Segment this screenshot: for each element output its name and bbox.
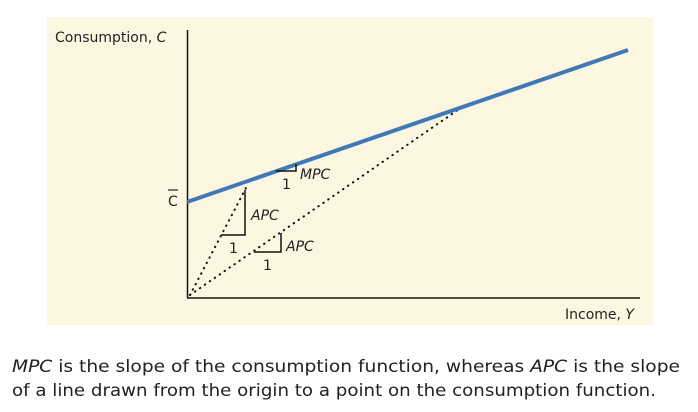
x-axis-label-text: Income,	[565, 307, 621, 323]
caption-segment: of a line drawn from the origin to a poi…	[12, 381, 656, 401]
y-axis-variable: C	[157, 30, 167, 46]
caption-line: MPC is the slope of the consumption func…	[12, 357, 680, 377]
apc-steep-run: 1	[229, 241, 238, 257]
caption-segment: is the slope of the consumption function…	[52, 357, 530, 377]
intercept-label: C	[168, 194, 178, 210]
caption-segment: MPC	[12, 357, 52, 377]
mpc-run: 1	[282, 177, 291, 193]
consumption-function	[186, 48, 629, 204]
caption-segment: APC	[529, 357, 567, 377]
caption-line: of a line drawn from the origin to a poi…	[12, 381, 656, 401]
caption: MPC is the slope of the consumption func…	[12, 357, 680, 401]
y-axis-label: Consumption, C	[55, 30, 167, 46]
x-axis-label: Income, Y	[565, 307, 635, 323]
mpc-label: MPC	[300, 167, 331, 183]
apc-ray-steep	[189, 185, 248, 296]
y-axis-label-text: Consumption,	[55, 30, 152, 46]
x-axis-variable: Y	[625, 307, 635, 323]
caption-segment: is the slope	[567, 357, 680, 377]
apc-steep-label: APC	[250, 208, 279, 224]
figure-panel	[47, 17, 653, 325]
apc-shallow-label: APC	[285, 239, 314, 255]
apc-steep-triangle	[221, 190, 246, 236]
apc-shallow-run: 1	[263, 258, 272, 274]
mpc-triangle	[276, 164, 297, 172]
apc-ray-shallow	[189, 104, 466, 296]
apc-shallow-triangle	[254, 233, 282, 253]
